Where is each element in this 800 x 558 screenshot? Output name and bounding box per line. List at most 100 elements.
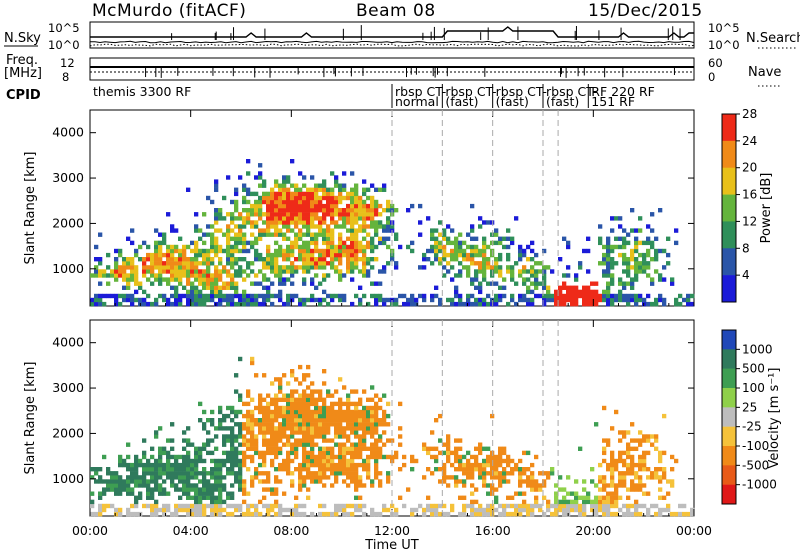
heatmap-cell	[130, 475, 135, 480]
heatmap-cell	[374, 405, 379, 411]
heatmap-cell	[458, 301, 463, 307]
heatmap-cell	[106, 265, 111, 270]
colorbar-swatch	[722, 167, 736, 195]
heatmap-cell	[246, 187, 251, 192]
heatmap-cell	[230, 212, 235, 217]
heatmap-cell	[266, 216, 271, 221]
heatmap-cell	[530, 269, 535, 274]
heatmap-cell	[254, 503, 259, 509]
colorbar-tick-label: 16	[742, 188, 757, 202]
heatmap-cell	[290, 208, 295, 213]
heatmap-cell	[230, 409, 235, 415]
heatmap-cell	[242, 499, 247, 505]
heatmap-cell	[350, 475, 355, 480]
heatmap-cell	[290, 393, 295, 398]
heatmap-cell	[358, 248, 363, 254]
heatmap-cell	[90, 503, 95, 509]
heatmap-cell	[254, 418, 259, 423]
heatmap-cell	[270, 442, 275, 447]
heatmap-cell	[306, 240, 311, 246]
heatmap-cell	[334, 183, 339, 188]
heatmap-cell	[266, 438, 271, 443]
heatmap-cell	[186, 293, 191, 299]
heatmap-cell	[362, 236, 367, 241]
heatmap-cell	[282, 491, 287, 496]
heatmap-cell	[386, 471, 391, 476]
heatmap-cell	[178, 297, 183, 303]
heatmap-cell	[622, 257, 627, 262]
cpid-mode: 151 RF	[591, 94, 635, 109]
heatmap-cell	[418, 265, 423, 270]
heatmap-cell	[310, 422, 315, 427]
heatmap-cell	[182, 438, 187, 443]
heatmap-cell	[310, 413, 315, 419]
heatmap-cell	[98, 503, 103, 509]
heatmap-cell	[462, 240, 467, 246]
heatmap-cell	[266, 393, 271, 398]
heatmap-cell	[258, 471, 263, 476]
heatmap-cell	[326, 458, 331, 464]
heatmap-cell	[474, 273, 479, 278]
heatmap-cell	[246, 413, 251, 419]
heatmap-cell	[602, 495, 607, 500]
heatmap-cell	[490, 462, 495, 468]
heatmap-cell	[158, 281, 163, 286]
heatmap-cell	[138, 462, 143, 468]
heatmap-cell	[130, 273, 135, 278]
heatmap-cell	[310, 175, 315, 180]
heatmap-cell	[278, 381, 283, 386]
heatmap-cell	[438, 232, 443, 237]
cpid-label: CPID	[6, 88, 41, 103]
heatmap-cell	[378, 397, 383, 402]
heatmap-cell	[482, 475, 487, 480]
heatmap-cell	[266, 252, 271, 258]
heatmap-cell	[190, 240, 195, 246]
heatmap-cell	[326, 422, 331, 427]
heatmap-cell	[322, 438, 327, 443]
heatmap-cell	[274, 240, 279, 246]
heatmap-cell	[166, 462, 171, 468]
heatmap-cell	[526, 244, 531, 250]
heatmap-cell	[310, 446, 315, 451]
heatmap-cell	[490, 487, 495, 492]
heatmap-cell	[238, 434, 243, 439]
heatmap-cell	[98, 475, 103, 480]
heatmap-cell	[678, 293, 683, 299]
heatmap-cell	[302, 405, 307, 411]
heatmap-cell	[266, 487, 271, 492]
colorbar-swatch	[722, 368, 736, 389]
heatmap-cell	[270, 397, 275, 402]
heatmap-cell	[310, 409, 315, 415]
heatmap-cell	[230, 434, 235, 439]
heatmap-cell	[490, 511, 495, 517]
heatmap-cell	[350, 228, 355, 233]
heatmap-cell	[106, 293, 111, 299]
heatmap-cell	[250, 409, 255, 415]
heatmap-cell	[338, 471, 343, 476]
heatmap-cell	[542, 511, 547, 517]
heatmap-cell	[510, 293, 515, 299]
heatmap-cell	[286, 422, 291, 427]
heatmap-cell	[598, 261, 603, 266]
heatmap-cell	[518, 252, 523, 258]
heatmap-cell	[630, 228, 635, 233]
heatmap-cell	[554, 507, 559, 513]
heatmap-cell	[398, 495, 403, 500]
heatmap-cell	[382, 442, 387, 447]
heatmap-cell	[510, 511, 515, 517]
heatmap-cell	[282, 220, 287, 225]
heatmap-cell	[334, 422, 339, 427]
heatmap-cell	[190, 257, 195, 262]
heatmap-cell	[102, 479, 107, 484]
heatmap-cell	[122, 458, 127, 464]
heatmap-cell	[114, 293, 119, 299]
heatmap-cell	[278, 422, 283, 427]
heatmap-cell	[202, 281, 207, 286]
heatmap-cell	[266, 450, 271, 456]
heatmap-cell	[478, 289, 483, 295]
heatmap-cell	[250, 281, 255, 286]
heatmap-cell	[266, 257, 271, 262]
heatmap-cell	[642, 265, 647, 270]
heatmap-cell	[286, 269, 291, 274]
